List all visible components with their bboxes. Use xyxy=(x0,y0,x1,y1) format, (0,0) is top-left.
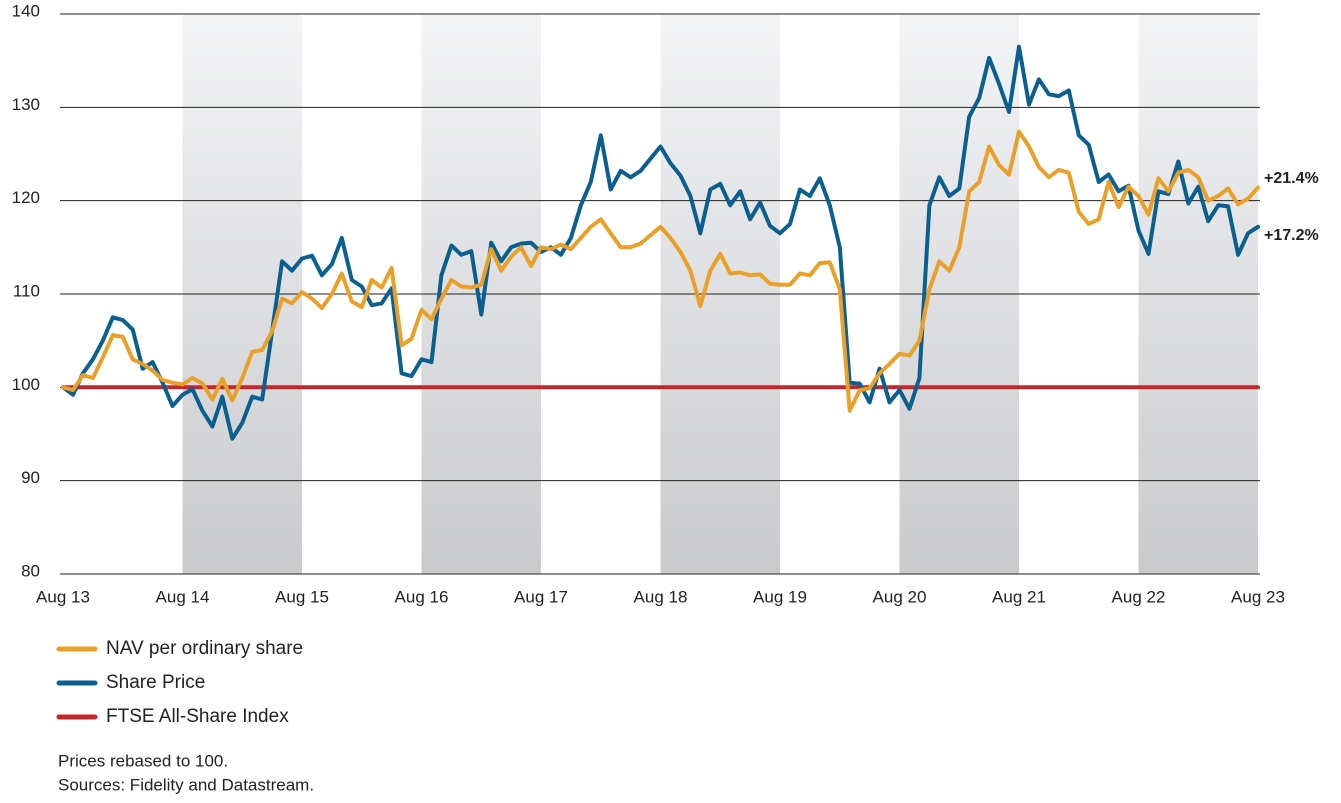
x-tick-label: Aug 19 xyxy=(753,587,807,606)
y-tick-label: 110 xyxy=(13,281,40,300)
x-tick-label: Aug 14 xyxy=(156,587,210,606)
legend-label: Share Price xyxy=(106,672,205,693)
x-tick-label: Aug 22 xyxy=(1112,587,1166,606)
x-tick-label: Aug 16 xyxy=(395,587,449,606)
x-tick-label: Aug 18 xyxy=(634,587,688,606)
end-label: +17.2% xyxy=(1264,227,1319,244)
y-tick-label: 80 xyxy=(21,561,40,580)
y-tick-label: 100 xyxy=(12,375,40,394)
series-line xyxy=(61,44,1260,441)
y-tick-label: 130 xyxy=(12,95,40,114)
x-tick-label: Aug 23 xyxy=(1231,587,1285,606)
y-tick-label: 90 xyxy=(21,468,40,487)
legend-label: NAV per ordinary share xyxy=(106,638,303,659)
note: Sources: Fidelity and Datastream. xyxy=(58,775,314,794)
x-tick-label: Aug 20 xyxy=(873,587,927,606)
y-tick-label: 120 xyxy=(12,188,40,207)
end-label: +21.4% xyxy=(1264,170,1319,187)
y-tick-label: 140 xyxy=(12,1,40,20)
series-line xyxy=(61,129,1260,413)
x-tick-label: Aug 17 xyxy=(514,587,568,606)
x-tick-label: Aug 13 xyxy=(36,587,90,606)
legend-label: FTSE All-Share Index xyxy=(106,706,289,727)
x-tick-label: Aug 21 xyxy=(992,587,1046,606)
x-tick-label: Aug 15 xyxy=(275,587,329,606)
note: Prices rebased to 100. xyxy=(58,751,228,770)
